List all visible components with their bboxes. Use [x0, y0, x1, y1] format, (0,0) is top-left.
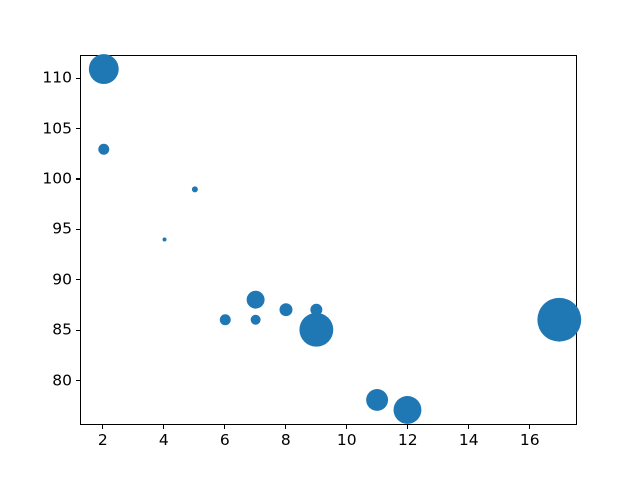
y-tick-mark	[76, 77, 80, 79]
scatter-point	[98, 143, 110, 155]
y-tick-mark	[76, 128, 80, 130]
x-tick-label: 2	[97, 431, 108, 449]
x-tick-label: 6	[219, 431, 230, 449]
x-tick-label: 16	[519, 431, 540, 449]
x-tick-label: 4	[158, 431, 169, 449]
x-tick-label: 10	[336, 431, 357, 449]
scatter-point	[537, 297, 582, 342]
plot-axes-frame	[80, 54, 582, 425]
x-tick-label: 14	[458, 431, 479, 449]
y-tick-label: 90	[52, 270, 72, 289]
x-tick-label: 12	[397, 431, 418, 449]
scatter-points-layer	[88, 54, 582, 424]
x-tick-mark	[468, 425, 470, 429]
y-tick-mark	[76, 329, 80, 331]
y-tick-label: 100	[42, 169, 72, 188]
scatter-point	[162, 237, 167, 242]
x-tick-label: 8	[280, 431, 291, 449]
y-tick-label: 85	[52, 320, 72, 339]
y-tick-label: 95	[52, 219, 72, 238]
x-tick-mark	[224, 425, 226, 429]
scatter-point	[299, 312, 334, 347]
x-tick-mark	[163, 425, 165, 429]
x-tick-mark	[407, 425, 409, 429]
y-tick-mark	[76, 279, 80, 281]
scatter-point	[88, 54, 119, 84]
y-tick-label: 80	[52, 370, 72, 389]
x-tick-mark	[102, 425, 104, 429]
x-tick-mark	[529, 425, 531, 429]
scatter-point	[191, 186, 198, 193]
scatter-point	[366, 388, 389, 411]
scatter-point	[393, 396, 422, 424]
scatter-point	[250, 314, 261, 325]
x-tick-mark	[285, 425, 287, 429]
scatter-point	[246, 290, 265, 309]
x-tick-mark	[346, 425, 348, 429]
y-tick-label: 110	[42, 68, 72, 87]
y-tick-label: 105	[42, 118, 72, 137]
scatter-point	[310, 303, 323, 316]
y-tick-mark	[76, 178, 80, 180]
y-tick-mark	[76, 228, 80, 230]
y-tick-mark	[76, 380, 80, 382]
scatter-point	[219, 314, 231, 326]
scatter-point	[279, 303, 293, 317]
